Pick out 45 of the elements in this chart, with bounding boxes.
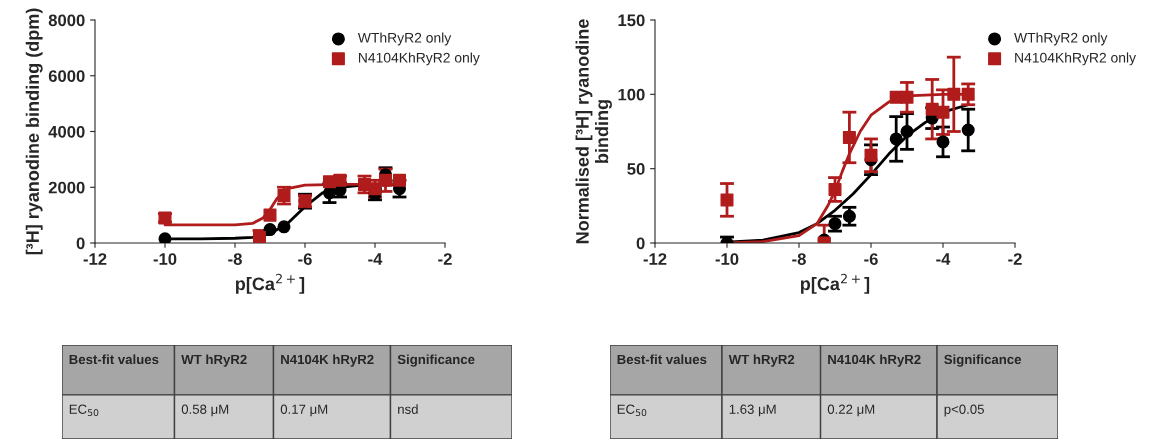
text: 0.58 μM <box>181 404 229 417</box>
y-tick-label: 8000 <box>48 14 85 27</box>
y-tick-label: 0 <box>636 237 645 250</box>
text: Best-fit values <box>69 354 159 365</box>
x-axis-title: p[Ca$^{2+}$] <box>800 273 870 294</box>
text: p<0.05 <box>944 404 984 417</box>
text: WT hRyR2 <box>728 354 795 367</box>
x-tick-label: -8 <box>792 253 806 265</box>
text: WT hRyR2 <box>181 354 247 367</box>
x-tick-label: -4 <box>368 253 383 265</box>
legend-label: N4104KhRyR2 only <box>1015 52 1136 66</box>
y-axis-title: [³H] ryanodine binding (dpm) <box>25 8 43 255</box>
text: Best-fit values <box>617 354 707 365</box>
text: 1.63 μM <box>729 404 776 417</box>
text: N4104K hRyR2 <box>828 354 921 367</box>
legend-label: N4104KhRyR2 only <box>358 52 480 66</box>
x-tick-label: -6 <box>298 253 312 265</box>
x-axis-title: p[Ca$^{2+}$] <box>235 273 305 294</box>
y-axis-title: Normalised [³H] ryanodine binding <box>575 19 612 244</box>
y-tick-label: 4000 <box>48 125 85 138</box>
x-tick-label: -6 <box>864 253 878 265</box>
x-tick-label: -10 <box>715 253 739 265</box>
x-tick-label: -4 <box>936 253 951 265</box>
text: nsd <box>398 404 418 414</box>
x-tick-label: -8 <box>228 253 242 265</box>
y-tick-label: 150 <box>618 14 645 27</box>
legend-label: WThRyR2 only <box>357 32 452 46</box>
x-tick-label: -2 <box>438 253 452 265</box>
x-tick-label: -12 <box>643 253 667 265</box>
text: Significance <box>944 354 1022 367</box>
text: 0.22 μM <box>827 404 875 417</box>
text: Significance <box>397 354 475 367</box>
y-tick-label: 0 <box>76 237 85 250</box>
x-tick-label: -10 <box>153 253 177 265</box>
y-tick-label: 6000 <box>48 70 85 82</box>
text: N4104K hRyR2 <box>281 354 374 367</box>
y-tick-label: 2000 <box>48 181 85 194</box>
x-tick-label: -12 <box>83 253 107 265</box>
text: EC$_{50}$ <box>69 404 99 417</box>
text: 0.17 μM <box>280 404 328 417</box>
legend-label: WThRyR2 only <box>1014 32 1108 46</box>
y-tick-label: 100 <box>618 88 645 101</box>
y-tick-label: 50 <box>627 163 645 175</box>
text: EC$_{50}$ <box>617 404 647 417</box>
x-tick-label: -2 <box>1008 253 1022 265</box>
